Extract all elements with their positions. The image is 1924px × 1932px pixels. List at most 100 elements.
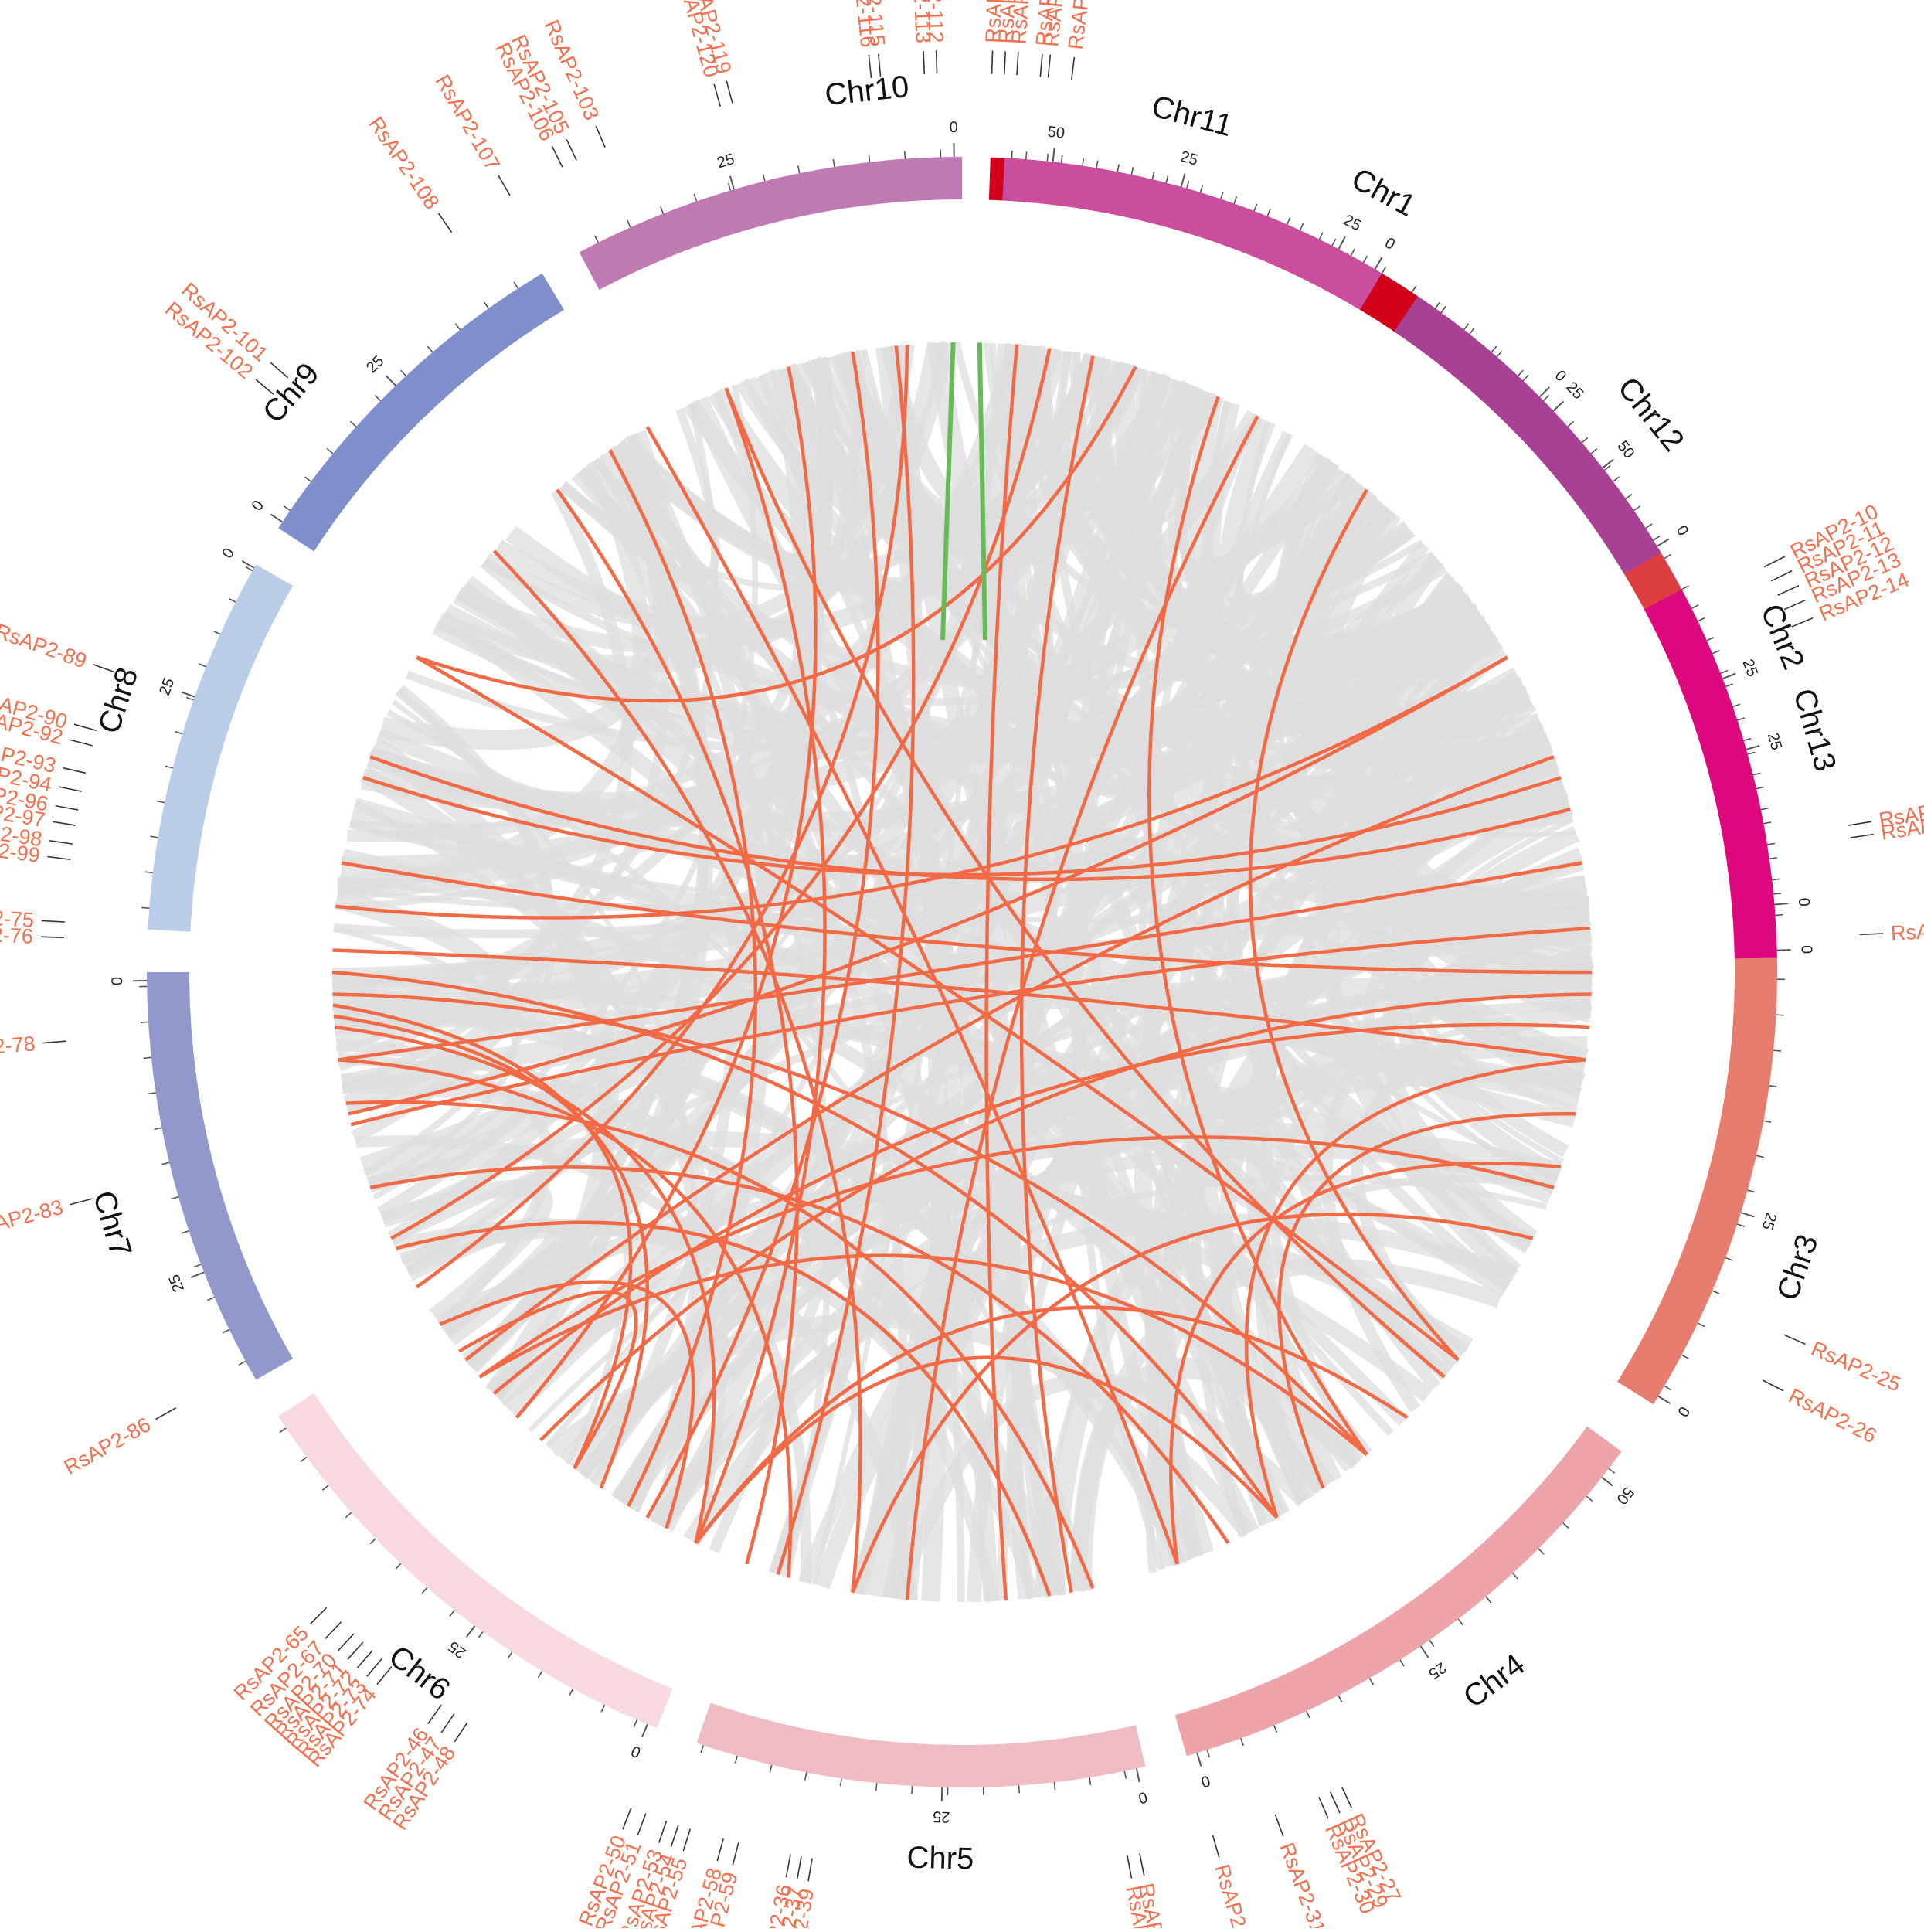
- chromosome-label: Chr11: [1148, 89, 1236, 143]
- tick-label: 25: [445, 1638, 469, 1662]
- gene-marker-line: [59, 787, 81, 791]
- minor-tick: [239, 1361, 246, 1365]
- major-tick: [1746, 746, 1759, 750]
- chromosome-label: Chr4: [1457, 1648, 1531, 1715]
- gene-marker-line: [42, 920, 65, 922]
- minor-tick: [1274, 1726, 1277, 1733]
- minor-tick: [1543, 396, 1548, 401]
- minor-tick: [1429, 1640, 1434, 1646]
- major-tick: [1053, 148, 1055, 162]
- minor-tick: [186, 697, 193, 699]
- minor-tick: [1775, 915, 1783, 916]
- minor-tick: [627, 220, 631, 227]
- major-tick: [182, 692, 195, 697]
- gene-marker-line: [1212, 1835, 1219, 1858]
- minor-tick: [1698, 1323, 1705, 1326]
- minor-tick: [1166, 175, 1168, 183]
- chromosome-label: Chr6: [382, 1639, 456, 1707]
- gene-marker-line: [1851, 835, 1874, 838]
- minor-tick: [1763, 822, 1771, 824]
- gene-marker-line: [325, 1622, 342, 1639]
- minor-tick: [375, 396, 380, 401]
- gene-marker-line: [156, 1408, 176, 1420]
- minor-tick: [182, 1231, 189, 1233]
- minor-tick: [396, 1563, 401, 1569]
- tick-label: 25: [1562, 379, 1586, 403]
- minor-tick: [763, 174, 764, 182]
- minor-tick: [1287, 217, 1290, 224]
- chromosome-arc-chr11: [1002, 158, 1382, 309]
- minor-tick: [1254, 204, 1257, 211]
- gene-marker-line: [786, 1855, 790, 1877]
- minor-tick: [157, 801, 165, 803]
- minor-tick: [1436, 302, 1440, 308]
- gene-marker-line: [56, 806, 79, 810]
- minor-tick: [1351, 249, 1355, 256]
- minor-tick: [1364, 256, 1368, 263]
- major-tick: [1602, 1478, 1613, 1486]
- tick-label: 0: [219, 546, 239, 562]
- gene-marker-line: [1004, 51, 1005, 74]
- minor-tick: [601, 1705, 604, 1712]
- minor-tick: [1769, 1086, 1777, 1087]
- tick-label: 0: [1137, 1788, 1149, 1807]
- major-tick: [1658, 1396, 1670, 1403]
- gene-marker-line: [1764, 556, 1785, 567]
- minor-tick: [701, 1745, 703, 1752]
- gene-label: RsAP2-78: [0, 1032, 36, 1062]
- minor-tick: [1011, 151, 1012, 158]
- tick-label: 25: [1764, 731, 1785, 752]
- minor-tick: [1664, 554, 1671, 558]
- chromosome-arc-chr8: [148, 565, 293, 932]
- minor-tick: [1117, 165, 1119, 172]
- minor-tick: [1497, 351, 1502, 357]
- minor-tick: [1267, 209, 1270, 216]
- chromosome-arc-chr7: [147, 972, 293, 1380]
- gene-marker-line: [357, 1651, 372, 1668]
- gene-marker-line: [659, 1821, 667, 1842]
- chromosome-label: Chr3: [1770, 1230, 1824, 1304]
- minor-tick: [1737, 718, 1745, 720]
- tick-label: 25: [933, 1808, 950, 1825]
- tick-label: 50: [1613, 438, 1637, 462]
- minor-tick: [1748, 1190, 1756, 1192]
- minor-tick: [1131, 167, 1133, 175]
- minor-tick: [1707, 638, 1714, 641]
- gene-marker-line: [270, 362, 288, 378]
- tick-label: 0: [1797, 945, 1814, 954]
- minor-tick: [1769, 858, 1777, 859]
- minor-tick: [422, 1587, 427, 1594]
- minor-tick: [805, 1773, 807, 1781]
- major-tick: [1722, 674, 1735, 679]
- gene-marker-line: [498, 175, 510, 196]
- minor-tick: [280, 1428, 286, 1433]
- gene-label: RsAP2-4: [1064, 0, 1097, 51]
- tick-label: 0: [1673, 522, 1692, 539]
- minor-tick: [1664, 1386, 1671, 1389]
- minor-tick: [144, 1057, 151, 1058]
- major-tick: [1421, 1646, 1429, 1658]
- gene-marker-line: [1763, 1380, 1783, 1391]
- gene-marker-line: [1784, 1335, 1805, 1344]
- gene-marker-line: [733, 1842, 738, 1865]
- gene-marker-line: [348, 1642, 363, 1659]
- gene-label: RsAP2-26: [1785, 1384, 1880, 1448]
- minor-tick: [165, 766, 173, 768]
- minor-tick: [1047, 154, 1048, 162]
- gene-marker-line: [1040, 54, 1042, 77]
- minor-tick: [1563, 1523, 1569, 1529]
- gene-marker-line: [623, 1808, 631, 1829]
- minor-tick: [1486, 1597, 1491, 1603]
- minor-tick: [207, 1298, 214, 1301]
- minor-tick: [514, 282, 518, 288]
- minor-tick: [148, 1093, 156, 1094]
- gene-marker-line: [566, 139, 576, 160]
- minor-tick: [141, 907, 149, 908]
- gene-label: RsAP2-83: [0, 1196, 66, 1242]
- minor-tick: [1682, 586, 1689, 590]
- gene-label: RsAP2-18: [1890, 917, 1924, 944]
- minor-tick: [455, 324, 460, 330]
- tick-label: 25: [363, 352, 387, 376]
- gene-label: RsAP2-116: [846, 0, 880, 49]
